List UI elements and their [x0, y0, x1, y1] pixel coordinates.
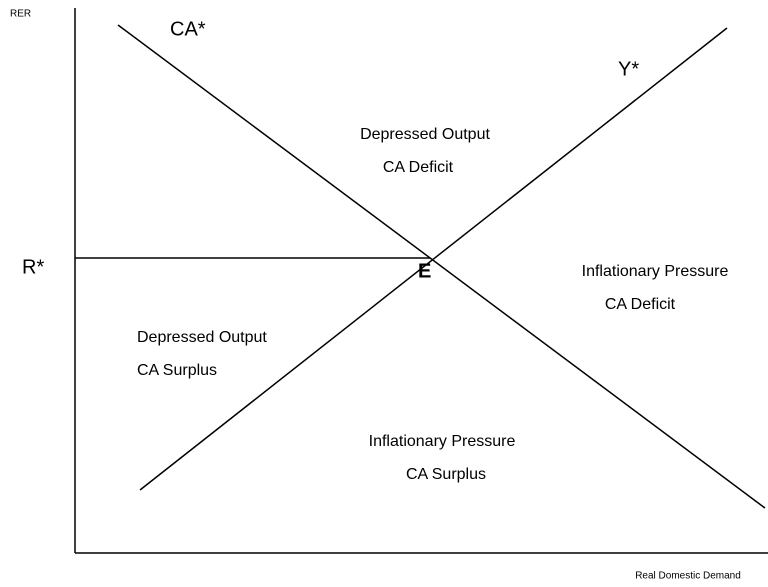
curve-label: Y* — [618, 58, 639, 80]
equilibrium-label: E — [418, 260, 431, 282]
region-label: Inflationary Pressure — [582, 263, 729, 280]
region-label: CA Surplus — [406, 466, 486, 483]
y-star-line — [139, 27, 728, 491]
ca-star-line — [117, 24, 766, 509]
x-axis-label: Real Domestic Demand — [635, 571, 741, 582]
reference-label: R* — [22, 256, 44, 278]
region-label: CA Deficit — [605, 296, 676, 313]
curve-label: CA* — [170, 18, 206, 40]
region-label: CA Surplus — [137, 362, 217, 379]
region-label: Depressed Output — [137, 329, 267, 346]
region-label: CA Deficit — [383, 159, 454, 176]
y-axis-label: RER — [10, 9, 31, 20]
region-label: Depressed Output — [360, 126, 490, 143]
region-label: Inflationary Pressure — [369, 433, 516, 450]
